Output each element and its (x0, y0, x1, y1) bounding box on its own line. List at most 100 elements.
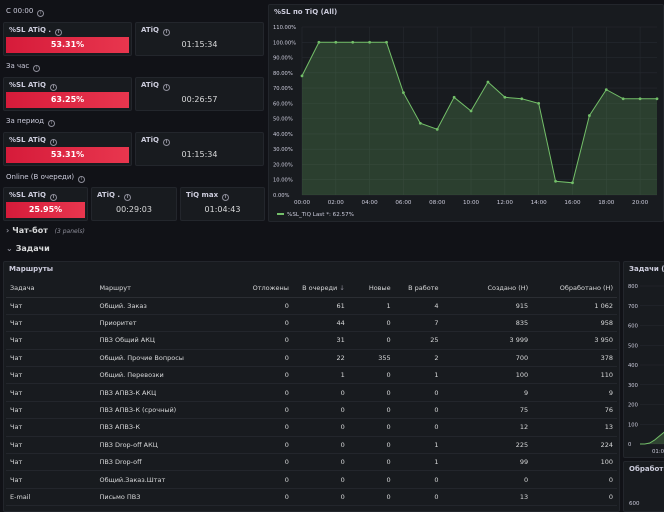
table-row[interactable]: Чат Общий. Заказ 0 61 1 4 915 1 062 (6, 297, 617, 315)
x-tick-label: 14:00 (531, 200, 548, 206)
table-cell: 958 (532, 314, 617, 333)
info-icon[interactable]: i (163, 29, 170, 36)
stat-value: 01:04:43 (204, 205, 241, 214)
info-icon[interactable]: i (33, 65, 41, 72)
row-tasks[interactable]: ⌄ Задачи (6, 244, 50, 253)
stat-value: 25.95% (6, 202, 85, 218)
data-point (469, 109, 473, 113)
data-point (317, 40, 321, 44)
table-cell: 0 (225, 366, 293, 385)
table-cell: 31 (292, 331, 349, 350)
table-cell: 9 (532, 383, 617, 402)
table-row[interactable]: Чат ПВЗ Drop-off АКЦ 0 0 0 1 225 224 (6, 436, 617, 455)
col-created[interactable]: Создано (Н) (442, 280, 533, 298)
stat-value: 00:26:57 (181, 95, 218, 104)
stat-hour-sl: %SL ATiQ i 63.25% (3, 77, 132, 111)
table-cell: 76 (532, 401, 617, 420)
table-cell: Чат (6, 401, 96, 420)
table-row[interactable]: Чат Общий. Прочие Вопросы 0 22 355 2 700 378 (6, 349, 617, 368)
series-line (301, 41, 657, 184)
info-icon[interactable]: i (48, 120, 56, 127)
info-icon[interactable]: i (55, 29, 63, 36)
table-row[interactable]: E-mail Письмо ПВЗ 0 0 0 0 13 0 (6, 488, 617, 507)
legend-label: %SL_TiQ Last *: 62.57% (287, 212, 354, 218)
stat-current-sl: %SL ATiQ .i 53.31% (3, 22, 132, 56)
stat-online-sl: %SL ATiQ i 25.95% (3, 187, 88, 221)
table-cell: E-mail (6, 488, 96, 507)
table-cell: 12 (442, 418, 533, 437)
data-point (571, 181, 574, 185)
table-cell: 0 (292, 470, 349, 489)
data-point (385, 40, 388, 44)
x-tick-label: 08:00 (429, 200, 446, 206)
table-cell: Общий. Прочие Вопросы (95, 349, 226, 368)
col-processed[interactable]: Обработано (Н) (532, 280, 617, 298)
table-row[interactable]: Чат ПВЗ АПВЗ-К АКЦ 0 0 0 0 9 9 (6, 383, 617, 402)
x-tick-label: 10:00 (463, 200, 480, 206)
tasks-side-chart-panel: Задачи (All 800 700 600 500 400 300 200 100 0 01:… (623, 261, 664, 458)
table-row[interactable]: Чат Общий. Перевозки 0 1 0 1 100 110 (6, 366, 617, 385)
info-icon[interactable]: i (37, 10, 45, 17)
table-cell: Чат (6, 383, 96, 402)
data-point (334, 40, 338, 44)
info-icon[interactable]: i (124, 194, 132, 201)
data-point (638, 97, 642, 101)
table-cell: 700 (442, 349, 533, 368)
col-deferred[interactable]: Отложены (225, 280, 293, 298)
table-cell: Письмо ПВЗ (95, 488, 226, 507)
table-row[interactable]: Чат Приоритет 0 44 0 7 835 958 (6, 314, 617, 333)
row-chatbot[interactable]: › Чат-бот (3 panels) (6, 226, 85, 235)
data-point (486, 80, 490, 84)
table-cell: Приоритет (95, 314, 226, 333)
stat-value: 01:15:34 (181, 40, 218, 49)
stat-current-atiq: ATiQ i 01:15:34 (135, 22, 264, 56)
y-tick-label: 700 (628, 304, 638, 310)
table-cell: 61 (292, 297, 349, 315)
y-tick-label: 200 (628, 403, 638, 409)
y-tick-label: 500 (628, 343, 638, 349)
table-cell: 0 (225, 436, 293, 455)
table-row[interactable]: Чат ПВЗ Drop-off 0 0 0 1 99 100 (6, 453, 617, 472)
table-cell: 2 (394, 349, 443, 368)
stat-online-tiq-max: TiQ max i 01:04:43 (180, 187, 265, 221)
table-cell: 9 (442, 383, 533, 402)
col-in-work[interactable]: В работе (394, 280, 443, 298)
info-icon[interactable]: i (49, 139, 57, 146)
info-icon[interactable]: i (163, 84, 170, 91)
data-point (368, 40, 372, 44)
data-point (604, 88, 608, 92)
col-new[interactable]: Новые (348, 280, 395, 298)
table-row[interactable]: Чат ПВЗ Общий АКЦ 0 31 0 25 3 999 3 950 (6, 331, 617, 350)
table-cell: 110 (532, 366, 617, 385)
y-tick-label: 110.00% (273, 25, 296, 31)
table-cell: 100 (442, 366, 533, 385)
table-cell: 0 (394, 470, 443, 489)
table-row[interactable]: Чат ПВЗ АПВЗ-К 0 0 0 0 12 13 (6, 418, 617, 437)
table-cell: 0 (225, 331, 293, 350)
table-cell: 0 (348, 436, 395, 455)
col-in-queue[interactable]: В очереди ↓ (292, 280, 349, 298)
col-route[interactable]: Маршрут (95, 280, 226, 298)
series-area (640, 432, 664, 444)
table-row[interactable]: Чат Общий.Заказ.Штат 0 0 0 0 0 0 (6, 470, 617, 489)
table-cell: 0 (348, 488, 395, 507)
info-icon[interactable]: i (49, 84, 57, 91)
col-task[interactable]: Задача (6, 280, 96, 298)
table-cell: Общий.Заказ.Штат (95, 470, 226, 489)
processing-title: Обработка (629, 465, 664, 473)
table-cell: 0 (225, 297, 293, 315)
sort-desc-icon: ↓ (339, 284, 345, 293)
table-cell: 0 (348, 470, 395, 489)
y-tick-label: 50.00% (273, 117, 293, 123)
info-icon[interactable]: i (78, 176, 86, 183)
info-icon[interactable]: i (222, 194, 230, 201)
table-cell: 0 (394, 418, 443, 437)
info-icon[interactable]: i (49, 194, 57, 201)
chevron-down-icon: ⌄ (6, 244, 13, 253)
table-row[interactable]: Чат ПВЗ АПВЗ-К (срочный) 0 0 0 0 75 76 (6, 401, 617, 420)
stat-period-sl: %SL ATiQ i 53.31% (3, 132, 132, 166)
table-cell: 75 (442, 401, 533, 420)
info-icon[interactable]: i (163, 139, 170, 146)
y-tick-label: 600 (628, 324, 638, 330)
table-cell: 915 (442, 297, 533, 315)
